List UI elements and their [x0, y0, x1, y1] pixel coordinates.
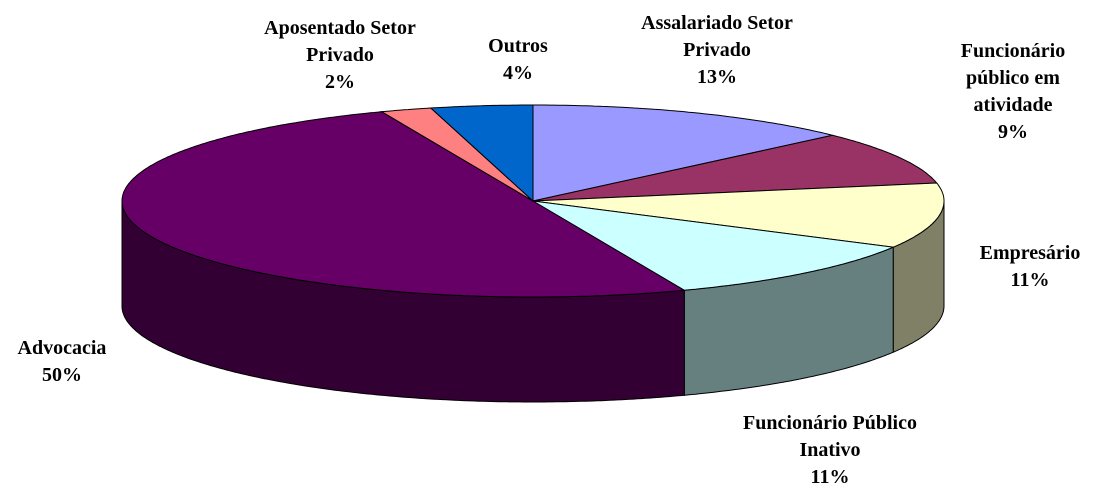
category-label: Empresário	[979, 242, 1081, 264]
slice-label: Advocacia 50%	[0, 335, 132, 389]
value-label: 9%	[998, 121, 1028, 143]
category-label: Advocacia	[17, 337, 107, 359]
category-label: Funcionário público em atividade	[960, 40, 1066, 116]
slice	[532, 134, 938, 202]
category-label: Assalariado Setor Privado	[641, 12, 793, 61]
slice	[380, 107, 534, 202]
slice-label: Outros 4%	[468, 33, 568, 87]
category-label: Aposentado Setor Privado	[264, 17, 416, 66]
category-label: Outros	[488, 35, 548, 57]
slice-label: Empresário 11%	[950, 240, 1104, 294]
slice-label: Assalariado Setor Privado 13%	[622, 10, 812, 91]
value-label: 13%	[697, 66, 737, 88]
category-label: Funcionário Público Inativo	[743, 412, 917, 461]
value-label: 50%	[42, 364, 82, 386]
value-label: 2%	[325, 71, 355, 93]
slice-label: Funcionário público em atividade 9%	[943, 38, 1083, 146]
slice-label: Funcionário Público Inativo 11%	[730, 410, 930, 491]
value-label: 11%	[810, 466, 850, 488]
slice	[121, 111, 686, 298]
slice	[429, 104, 534, 203]
value-label: 11%	[1010, 269, 1050, 291]
slice	[532, 104, 833, 202]
slice	[532, 200, 896, 291]
value-label: 4%	[503, 62, 533, 84]
slice-label: Aposentado Setor Privado 2%	[245, 15, 435, 96]
slice	[532, 182, 945, 248]
